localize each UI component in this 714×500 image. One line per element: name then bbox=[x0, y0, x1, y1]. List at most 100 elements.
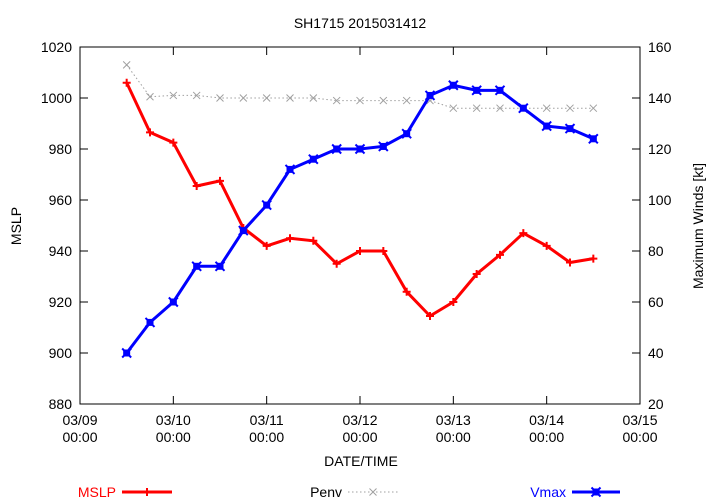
point-mslp bbox=[449, 298, 458, 306]
right-y-axis: 20 40 60 80 100 120 140 160 bbox=[632, 39, 672, 412]
x-tick-label-date: 03/13 bbox=[436, 412, 471, 428]
point-penv bbox=[332, 96, 341, 105]
point-vmax bbox=[424, 90, 436, 101]
x-tick-label-time: 00:00 bbox=[156, 429, 191, 445]
legend-marker-mslp bbox=[143, 488, 151, 496]
x-tick-label-date: 03/11 bbox=[250, 412, 284, 428]
point-vmax bbox=[191, 261, 202, 272]
x-axis-label: DATE/TIME bbox=[324, 453, 398, 469]
right-tick-label: 100 bbox=[648, 192, 672, 208]
point-mslp bbox=[426, 312, 434, 321]
point-penv bbox=[239, 94, 248, 102]
point-vmax bbox=[471, 85, 482, 96]
point-mslp bbox=[169, 138, 178, 147]
point-vmax bbox=[448, 80, 459, 91]
point-penv bbox=[309, 94, 318, 102]
point-vmax bbox=[354, 143, 366, 155]
point-mslp bbox=[402, 287, 411, 296]
legend-label-mslp: MSLP bbox=[78, 484, 116, 500]
x-tick-label-time: 00:00 bbox=[529, 429, 564, 445]
point-penv bbox=[402, 96, 411, 105]
point-vmax bbox=[214, 261, 226, 272]
point-penv bbox=[379, 96, 388, 105]
x-tick-label-time: 00:00 bbox=[622, 429, 657, 445]
legend-item-penv: Penv bbox=[310, 484, 398, 500]
point-mslp bbox=[262, 241, 271, 250]
point-penv bbox=[449, 104, 458, 113]
point-mslp bbox=[286, 234, 294, 243]
point-vmax bbox=[238, 225, 249, 236]
point-vmax bbox=[541, 120, 552, 132]
point-vmax bbox=[284, 164, 296, 175]
point-vmax bbox=[518, 102, 529, 114]
point-vmax bbox=[588, 133, 599, 145]
point-mslp bbox=[216, 176, 224, 185]
series-mslp bbox=[122, 78, 598, 321]
point-vmax bbox=[378, 141, 389, 152]
x-tick-label-date: 03/15 bbox=[622, 412, 657, 428]
point-vmax bbox=[564, 123, 576, 134]
point-penv bbox=[262, 94, 271, 102]
x-tick-label-time: 00:00 bbox=[436, 429, 471, 445]
point-mslp bbox=[332, 259, 341, 268]
point-penv bbox=[356, 96, 364, 105]
point-vmax bbox=[121, 347, 132, 359]
left-tick-label: 1000 bbox=[41, 90, 72, 106]
series-line-penv bbox=[126, 64, 594, 109]
legend-item-mslp: MSLP bbox=[78, 484, 172, 500]
point-penv bbox=[146, 92, 154, 101]
left-tick-label: 920 bbox=[49, 294, 73, 310]
point-penv bbox=[122, 60, 131, 69]
point-vmax bbox=[168, 296, 179, 308]
y-axis-label-left: MSLP bbox=[8, 207, 24, 245]
point-vmax bbox=[331, 143, 342, 155]
legend: MSLP Penv Vmax bbox=[78, 484, 620, 500]
left-tick-label: 960 bbox=[49, 192, 73, 208]
left-tick-label: 880 bbox=[49, 396, 73, 412]
point-penv bbox=[286, 94, 294, 102]
series-penv bbox=[122, 60, 598, 113]
point-mslp bbox=[309, 236, 318, 245]
left-tick-label: 980 bbox=[49, 141, 73, 157]
x-tick-label-date: 03/12 bbox=[342, 412, 377, 428]
legend-marker-penv bbox=[369, 488, 377, 496]
point-mslp bbox=[192, 181, 201, 190]
point-mslp bbox=[122, 78, 131, 87]
series-line-vmax bbox=[125, 83, 594, 354]
point-penv bbox=[472, 104, 481, 113]
right-tick-label: 60 bbox=[648, 294, 664, 310]
series-line-mslp bbox=[125, 82, 594, 318]
x-tick-label-time: 00:00 bbox=[342, 429, 377, 445]
x-tick-label-time: 00:00 bbox=[249, 429, 284, 445]
left-tick-label: 940 bbox=[49, 243, 73, 259]
point-vmax bbox=[401, 128, 412, 139]
right-tick-label: 40 bbox=[648, 345, 664, 361]
left-tick-label: 900 bbox=[49, 345, 73, 361]
point-penv bbox=[566, 104, 574, 113]
x-tick-label-date: 03/14 bbox=[529, 412, 564, 428]
point-penv bbox=[589, 104, 598, 113]
point-penv bbox=[192, 91, 201, 100]
right-tick-label: 80 bbox=[648, 243, 664, 259]
legend-label-penv: Penv bbox=[310, 484, 342, 500]
y-axis-label-right: Maximum Winds [kt] bbox=[690, 163, 706, 289]
point-mslp bbox=[356, 247, 364, 255]
point-mslp bbox=[146, 128, 154, 137]
point-vmax bbox=[308, 153, 319, 165]
x-tick-label-time: 00:00 bbox=[62, 429, 97, 445]
point-mslp bbox=[379, 247, 388, 255]
x-axis: 03/0900:0003/1000:0003/1100:0003/1200:00… bbox=[62, 47, 658, 445]
point-mslp bbox=[496, 250, 504, 259]
point-mslp bbox=[519, 229, 528, 238]
point-penv bbox=[496, 104, 504, 113]
point-mslp bbox=[589, 254, 598, 263]
legend-label-vmax: Vmax bbox=[530, 484, 566, 500]
point-mslp bbox=[566, 258, 574, 267]
x-tick-label-date: 03/10 bbox=[156, 412, 191, 428]
point-vmax bbox=[261, 199, 272, 211]
right-tick-label: 120 bbox=[648, 141, 672, 157]
left-y-axis: 880 900 920 940 960 980 1000 1020 bbox=[41, 39, 88, 412]
right-tick-label: 20 bbox=[648, 396, 664, 412]
point-vmax bbox=[494, 85, 506, 96]
